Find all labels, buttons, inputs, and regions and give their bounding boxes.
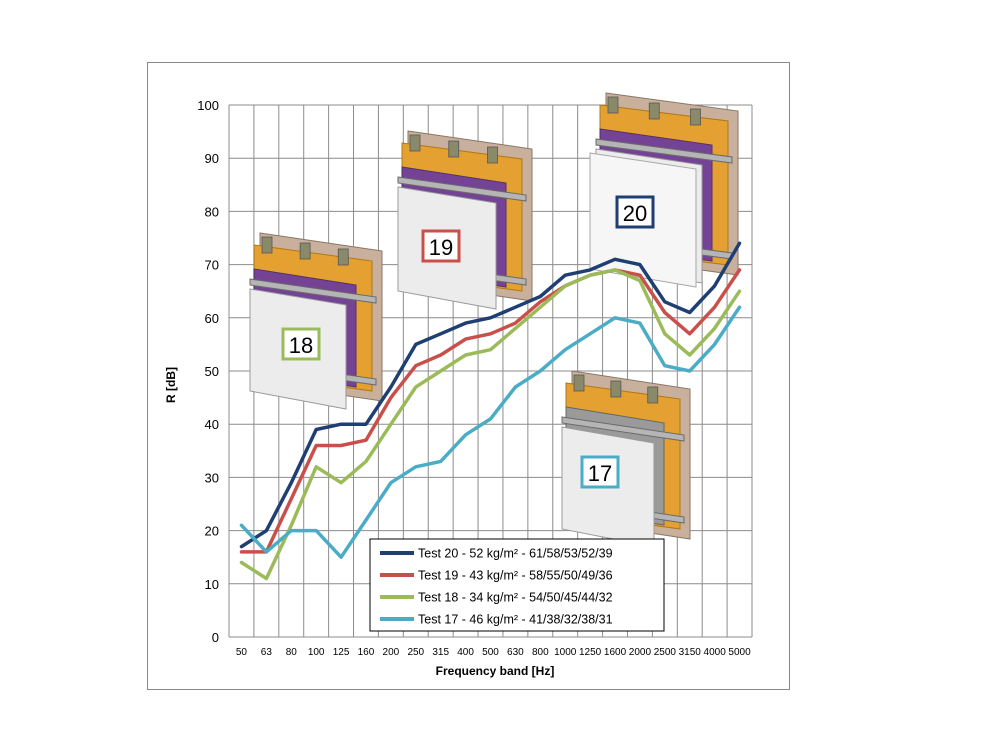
panel-label-17: 17 [580, 455, 620, 489]
svg-text:20: 20 [623, 201, 647, 226]
x-tick-label: 2000 [629, 647, 652, 658]
x-tick-label: 63 [261, 647, 273, 658]
legend-entry: Test 20 - 52 kg/m² - 61/58/53/52/39 [418, 547, 613, 561]
y-tick-label: 30 [205, 470, 219, 485]
x-tick-label: 3150 [679, 647, 702, 658]
x-tick-label: 1000 [554, 647, 577, 658]
svg-text:19: 19 [429, 235, 453, 260]
svg-text:18: 18 [289, 333, 313, 358]
x-axis-title: Frequency band [Hz] [436, 664, 555, 678]
y-axis-title: R [dB] [164, 367, 178, 403]
wall-illustration-20 [589, 92, 739, 288]
chart-frame: 0 10 20 30 40 50 60 70 80 90 100 50 63 80 100 125 160 20… [147, 62, 790, 690]
legend-entry: Test 19 - 43 kg/m² - 58/55/50/49/36 [418, 569, 613, 583]
y-tick-label: 80 [205, 204, 219, 219]
wall-illustration-19 [397, 130, 533, 310]
x-tick-label: 250 [407, 647, 424, 658]
x-tick-label: 125 [333, 647, 350, 658]
x-tick-label: 630 [507, 647, 524, 658]
x-tick-label: 1250 [579, 647, 602, 658]
y-tick-label: 10 [205, 577, 219, 592]
x-tick-label: 1600 [604, 647, 627, 658]
x-tick-label: 200 [383, 647, 400, 658]
y-tick-label: 70 [205, 258, 219, 273]
panel-label-18: 18 [281, 327, 321, 361]
y-tick-labels: 0 10 20 30 40 50 60 70 80 90 100 [197, 98, 219, 645]
y-tick-label: 40 [205, 417, 219, 432]
legend: Test 20 - 52 kg/m² - 61/58/53/52/39 Test … [369, 538, 665, 632]
panel-label-19: 19 [421, 229, 461, 263]
legend-entry: Test 18 - 34 kg/m² - 54/50/45/44/32 [418, 591, 613, 605]
x-tick-label: 800 [532, 647, 549, 658]
y-tick-label: 100 [197, 98, 219, 113]
y-tick-label: 0 [212, 630, 219, 645]
panel-label-20: 20 [615, 195, 655, 229]
x-tick-label: 100 [308, 647, 325, 658]
x-tick-label: 160 [358, 647, 375, 658]
wall-illustration-18 [249, 232, 383, 410]
y-tick-label: 20 [205, 524, 219, 539]
series-line-4 [239, 305, 742, 559]
series-line-3 [239, 268, 742, 581]
x-tick-label: 500 [482, 647, 499, 658]
series-line-1 [239, 241, 742, 549]
y-tick-label: 60 [205, 311, 219, 326]
chart: 0 10 20 30 40 50 60 70 80 90 100 50 63 80 100 125 160 20… [164, 92, 753, 678]
wall-illustration-17 [561, 370, 691, 548]
y-tick-label: 50 [205, 364, 219, 379]
svg-text:17: 17 [588, 461, 612, 486]
x-tick-label: 5000 [728, 647, 751, 658]
x-tick-labels: 50 63 80 100 125 160 200 250 315 400 500 630 800 1000… [236, 647, 751, 658]
x-tick-label: 2500 [654, 647, 677, 658]
x-tick-label: 400 [457, 647, 474, 658]
y-tick-label: 90 [205, 151, 219, 166]
x-tick-label: 315 [432, 647, 449, 658]
x-tick-label: 80 [286, 647, 298, 658]
legend-entry: Test 17 - 46 kg/m² - 41/38/32/38/31 [418, 613, 613, 627]
series-line-2 [239, 268, 742, 554]
x-tick-label: 4000 [704, 647, 727, 658]
x-tick-label: 50 [236, 647, 248, 658]
series-lines [239, 241, 742, 581]
